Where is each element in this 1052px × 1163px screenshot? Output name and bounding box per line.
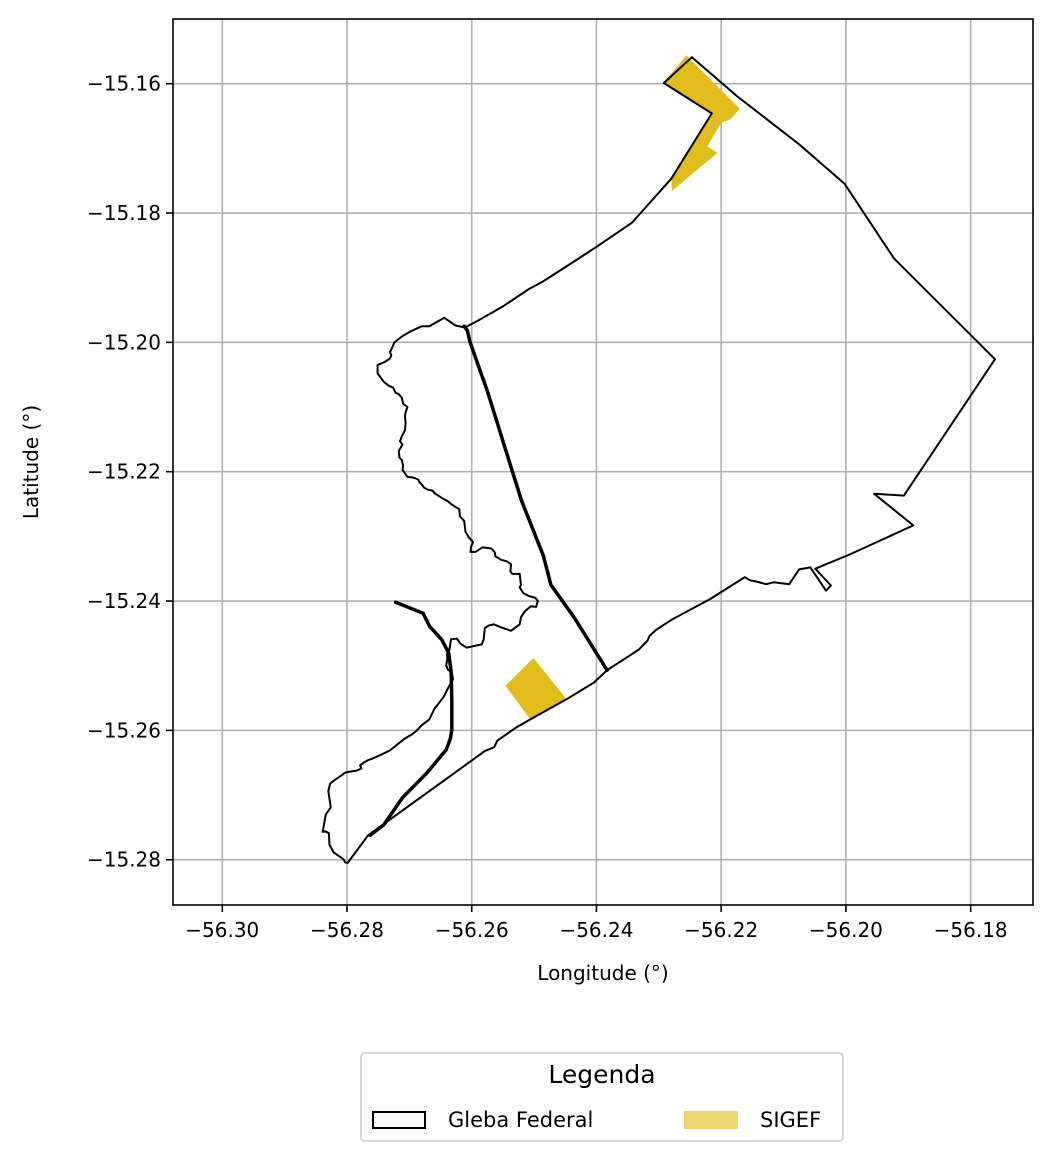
x-tick-label: −56.22 bbox=[684, 918, 758, 942]
y-tick-label: −15.18 bbox=[87, 201, 161, 225]
y-tick-label: −15.16 bbox=[87, 72, 161, 96]
x-tick-label: −56.18 bbox=[934, 918, 1008, 942]
sigef-parcel bbox=[505, 658, 567, 720]
y-tick-label: −15.28 bbox=[87, 848, 161, 872]
legend-label-gleba: Gleba Federal bbox=[448, 1108, 594, 1132]
x-axis-ticks: −56.30 −56.28 −56.26 −56.24 −56.22 −56.20 −56.… bbox=[185, 905, 1008, 942]
gleba-federal-internal-line bbox=[368, 600, 454, 837]
plot-area bbox=[172, 18, 1034, 906]
legend-item-gleba: Gleba Federal bbox=[372, 1106, 593, 1134]
y-tick-label: −15.22 bbox=[87, 460, 161, 484]
x-axis-title: Longitude (°) bbox=[537, 961, 668, 985]
plot-frame bbox=[172, 18, 1034, 906]
sigef-layer bbox=[505, 55, 740, 720]
y-tick-label: −15.24 bbox=[87, 589, 161, 613]
sigef-parcel bbox=[663, 55, 740, 192]
y-tick-label: −15.20 bbox=[87, 330, 161, 354]
y-axis-title: Latitude (°) bbox=[19, 405, 43, 519]
x-tick-label: −56.26 bbox=[435, 918, 509, 942]
legend-swatch-gleba bbox=[372, 1111, 426, 1129]
gleba-federal-internal-line bbox=[462, 324, 609, 672]
x-tick-label: −56.28 bbox=[310, 918, 384, 942]
legend-title: Legenda bbox=[548, 1060, 656, 1089]
x-tick-label: −56.20 bbox=[809, 918, 883, 942]
plot-background bbox=[173, 19, 1033, 905]
gleba-layer bbox=[321, 56, 996, 864]
gleba-federal-boundary bbox=[321, 56, 996, 864]
x-tick-label: −56.24 bbox=[559, 918, 633, 942]
grid bbox=[173, 19, 1033, 905]
legend: Legenda Gleba Federal SIGEF bbox=[360, 1052, 844, 1142]
legend-item-sigef: SIGEF bbox=[684, 1106, 821, 1134]
legend-label-sigef: SIGEF bbox=[760, 1108, 822, 1132]
x-tick-label: −56.30 bbox=[185, 918, 259, 942]
y-tick-label: −15.26 bbox=[87, 718, 161, 742]
legend-swatch-sigef bbox=[684, 1111, 738, 1129]
y-axis-ticks: −15.16 −15.18 −15.20 −15.22 −15.24 −15.26 −15.… bbox=[87, 72, 173, 872]
